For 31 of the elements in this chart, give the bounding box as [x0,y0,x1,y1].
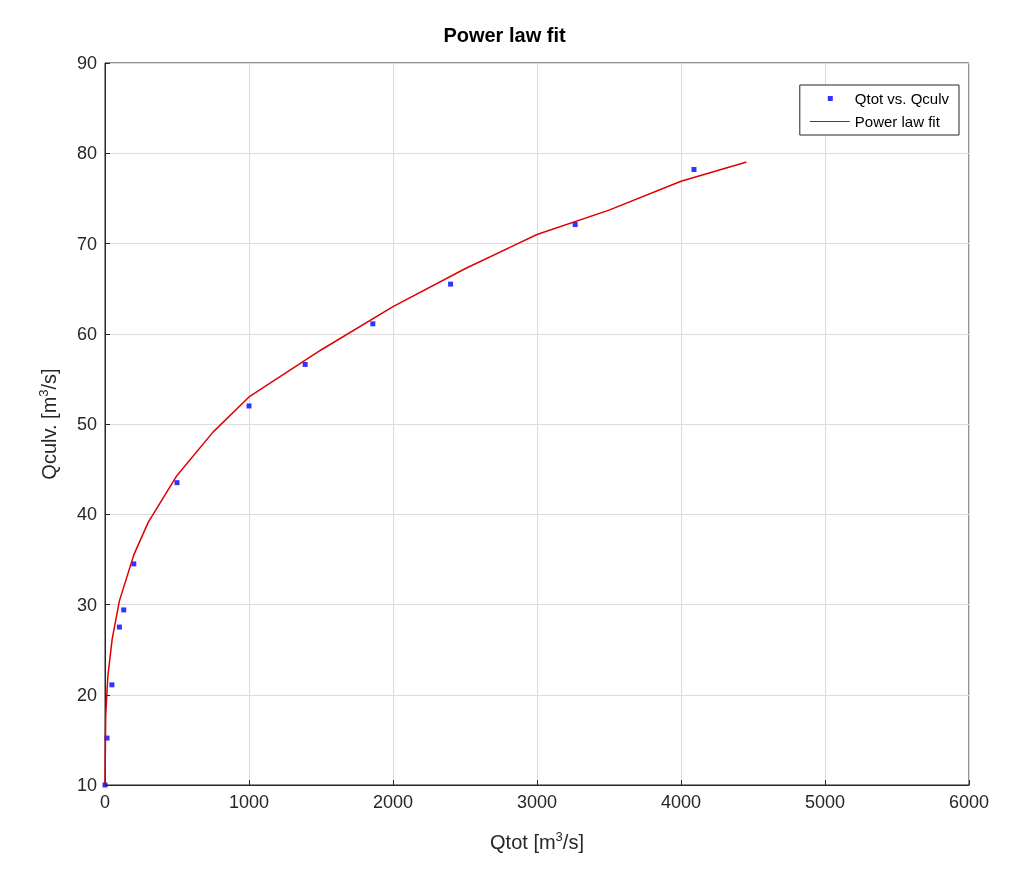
line-series [104,161,747,786]
legend-label: Qtot vs. Qculv [854,90,950,107]
x-tick-label: 1000 [228,792,270,812]
y-tick-label: 80 [76,143,97,164]
point [691,166,697,172]
point [572,222,578,228]
y-tick-label: 10 [76,775,97,795]
x-tick-label: 5000 [804,792,846,812]
x-tick-label: 4000 [660,792,702,812]
y-tick-label: 60 [76,323,97,344]
point [246,403,252,409]
chart-title: Power law fit [443,24,566,46]
y-tick-label: 20 [76,684,97,705]
point [370,321,376,327]
point [448,281,454,287]
y-tick-label: 90 [76,53,97,73]
point [109,682,115,688]
y-tick-label: 40 [76,504,97,525]
legend-label: Power law fit [854,113,941,130]
x-tick-label: 3000 [516,792,558,812]
y-tick-label: 50 [76,414,97,434]
y-tick-label: 70 [76,233,97,254]
x-tick-label: 6000 [948,792,990,812]
point [174,480,180,486]
point [116,624,122,630]
x-tick-label: 0 [99,792,111,812]
point [121,607,127,613]
y-tick-label: 30 [76,594,97,615]
y-axis-title: Qculv. [m3/s] [36,368,60,480]
x-tick-label: 2000 [372,792,414,812]
point [302,361,308,367]
